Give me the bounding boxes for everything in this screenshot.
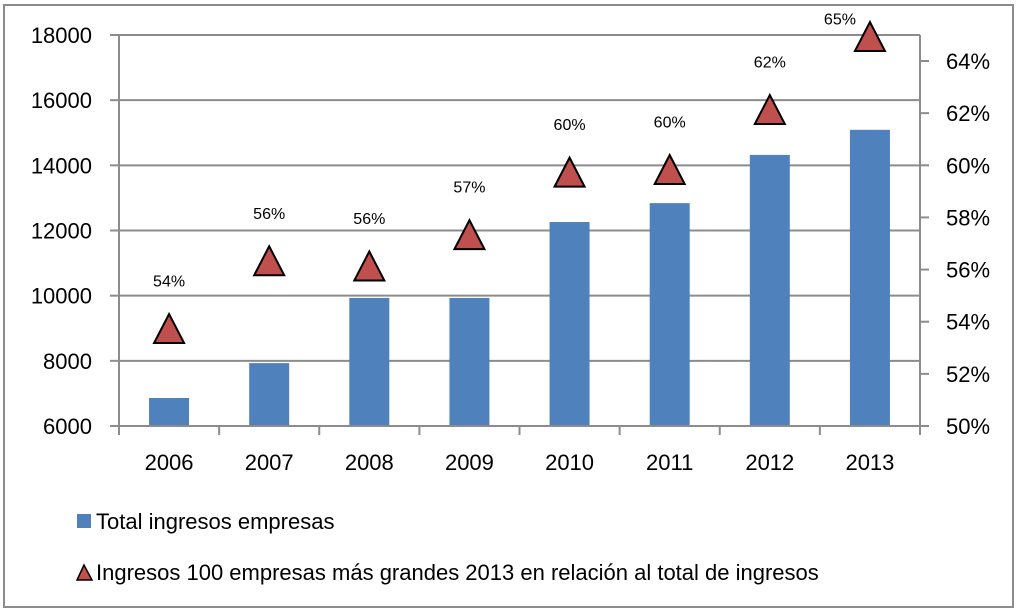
bar-2013 [849, 129, 890, 426]
triangle-marker-2011 [653, 152, 687, 185]
triangle-marker-2006 [152, 311, 186, 345]
triangle-marker-2007 [252, 244, 286, 277]
left-tick-label: 14000 [31, 153, 92, 178]
right-tick-label: 64% [946, 49, 990, 74]
x-tick-label: 2007 [245, 450, 294, 475]
right-tick-label: 62% [946, 101, 990, 126]
triangle-marker-2010 [552, 155, 587, 188]
left-tick-label: 10000 [31, 284, 92, 309]
gridlines [119, 34, 920, 362]
data-labels: 54% 56% 56% 57% 60% 60% 62% 65% [153, 12, 856, 291]
x-axis-ticks: 2006 2007 2008 2009 2010 2011 2012 2013 [118, 426, 921, 475]
right-tick-label: 50% [946, 414, 990, 439]
data-label-2009: 57% [453, 180, 485, 197]
bar-2012 [749, 154, 790, 426]
left-tick-label: 12000 [31, 219, 92, 244]
triangle-marker-2009 [452, 218, 487, 251]
bar-2010 [549, 222, 590, 426]
right-axis-ticks: 50% 52% 54% 56% 58% 60% 62% 64% [920, 49, 990, 439]
right-tick-label: 58% [946, 205, 990, 230]
right-tick-label: 60% [946, 153, 990, 178]
legend: Total ingresos empresas Ingresos 100 emp… [75, 509, 819, 585]
x-tick-label: 2013 [845, 450, 894, 475]
left-axis-ticks: 6000 8000 10000 12000 14000 16000 18000 [31, 23, 119, 439]
bars [149, 129, 890, 426]
left-tick-label: 8000 [43, 349, 92, 374]
x-tick-label: 2012 [745, 450, 794, 475]
data-label-2007: 56% [253, 206, 285, 223]
bar-2008 [349, 297, 390, 426]
data-label-2008: 56% [353, 211, 385, 228]
x-tick-label: 2008 [345, 450, 394, 475]
legend-item-triangles[interactable]: Ingresos 100 empresas más grandes 2013 e… [75, 560, 819, 585]
right-tick-label: 56% [946, 258, 990, 283]
x-tick-label: 2006 [145, 450, 194, 475]
right-tick-label: 52% [946, 362, 990, 387]
legend-swatch-triangle-icon [75, 563, 94, 581]
triangle-marker-2008 [352, 249, 386, 282]
legend-label-triangles: Ingresos 100 empresas más grandes 2013 e… [96, 560, 819, 585]
axes [110, 35, 929, 434]
triangle-marker-2013 [853, 19, 887, 53]
left-tick-label: 16000 [31, 88, 92, 113]
data-label-2013: 65% [824, 12, 856, 29]
bar-2007 [249, 363, 290, 426]
data-label-2012: 62% [754, 55, 786, 72]
data-label-2011: 60% [654, 115, 686, 132]
markers [152, 19, 887, 345]
x-tick-label: 2010 [545, 450, 594, 475]
x-tick-label: 2009 [445, 450, 494, 475]
triangle-marker-2012 [753, 92, 787, 126]
left-tick-label: 6000 [43, 414, 92, 439]
legend-label-bars: Total ingresos empresas [96, 509, 334, 534]
left-tick-label: 18000 [31, 23, 92, 48]
legend-swatch-bars [77, 514, 91, 528]
data-label-2006: 54% [153, 274, 185, 291]
right-tick-label: 54% [946, 310, 990, 335]
x-tick-label: 2011 [646, 450, 693, 475]
bar-2009 [449, 297, 490, 426]
data-label-2010: 60% [554, 117, 586, 134]
bar-2006 [149, 397, 190, 426]
chart-frame [3, 4, 1014, 608]
legend-item-bars[interactable]: Total ingresos empresas [77, 509, 334, 534]
bar-2011 [649, 203, 690, 426]
